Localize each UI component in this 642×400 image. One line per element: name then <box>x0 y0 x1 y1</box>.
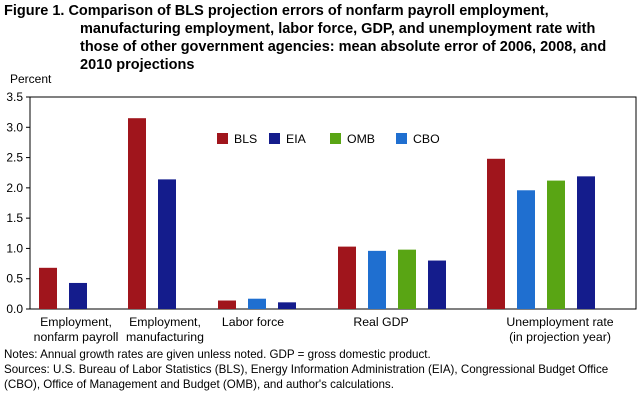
legend-label-eia: EIA <box>286 132 307 146</box>
category-label: nonfarm payroll <box>34 330 119 344</box>
bar-eia-0 <box>69 282 87 309</box>
chart-title-line-1: Figure 1. Comparison of BLS projection e… <box>4 3 549 19</box>
bar-eia-2 <box>278 302 296 309</box>
bar-eia-3 <box>428 260 446 309</box>
y-axis-unit-label: Percent <box>10 72 52 86</box>
category-label: Unemployment rate <box>506 315 613 329</box>
bar-cbo-3 <box>368 250 386 309</box>
legend-label-cbo: CBO <box>413 132 440 146</box>
category-label: Employment, <box>40 315 112 329</box>
bar-bls-1 <box>128 118 146 309</box>
chart-title-line-2: manufacturing employment, labor force, G… <box>80 21 596 37</box>
category-label: Real GDP <box>353 315 408 329</box>
chart-title-line-4: 2010 projections <box>80 57 195 73</box>
y-tick-label: 1.0 <box>6 241 23 255</box>
bar-eia-4 <box>577 176 595 309</box>
plot-frame <box>29 96 637 310</box>
legend-swatch-eia <box>269 133 280 144</box>
y-tick-label: 2.5 <box>6 151 23 165</box>
bar-cbo-4 <box>517 190 535 309</box>
bar-omb-3 <box>398 249 416 309</box>
bar-omb-4 <box>547 180 565 309</box>
y-tick-label: 3.5 <box>6 90 23 104</box>
category-label: Labor force <box>222 315 284 329</box>
legend-swatch-omb <box>330 133 341 144</box>
bar-bls-4 <box>487 158 505 309</box>
legend-swatch-cbo <box>396 133 407 144</box>
sources-line-continued: (CBO), Office of Management and Budget (… <box>4 378 394 391</box>
category-label: (in projection year) <box>509 330 611 344</box>
y-tick-label: 0.0 <box>6 302 23 316</box>
legend-label-omb: OMB <box>347 132 375 146</box>
legend-label-bls: BLS <box>234 132 257 146</box>
bar-bls-3 <box>338 246 356 309</box>
category-label: Employment, <box>129 315 201 329</box>
bar-bls-2 <box>218 300 236 309</box>
bar-eia-1 <box>158 179 176 309</box>
sources-line: Sources: U.S. Bureau of Labor Statistics… <box>4 363 609 376</box>
category-label: manufacturing <box>126 330 204 344</box>
y-tick-label: 3.0 <box>6 120 23 134</box>
bar-bls-0 <box>39 267 57 309</box>
y-tick-label: 2.0 <box>6 181 23 195</box>
y-tick-label: 0.5 <box>6 272 23 286</box>
legend-swatch-bls <box>217 133 228 144</box>
notes-line: Notes: Annual growth rates are given unl… <box>4 348 431 361</box>
chart-notes: Notes: Annual growth rates are given unl… <box>4 347 640 392</box>
chart-title-line-3: those of other government agencies: mean… <box>80 39 607 55</box>
chart-title: Figure 1. Comparison of BLS projection e… <box>4 2 636 74</box>
y-tick-label: 1.5 <box>6 211 23 225</box>
bar-cbo-2 <box>248 298 266 309</box>
